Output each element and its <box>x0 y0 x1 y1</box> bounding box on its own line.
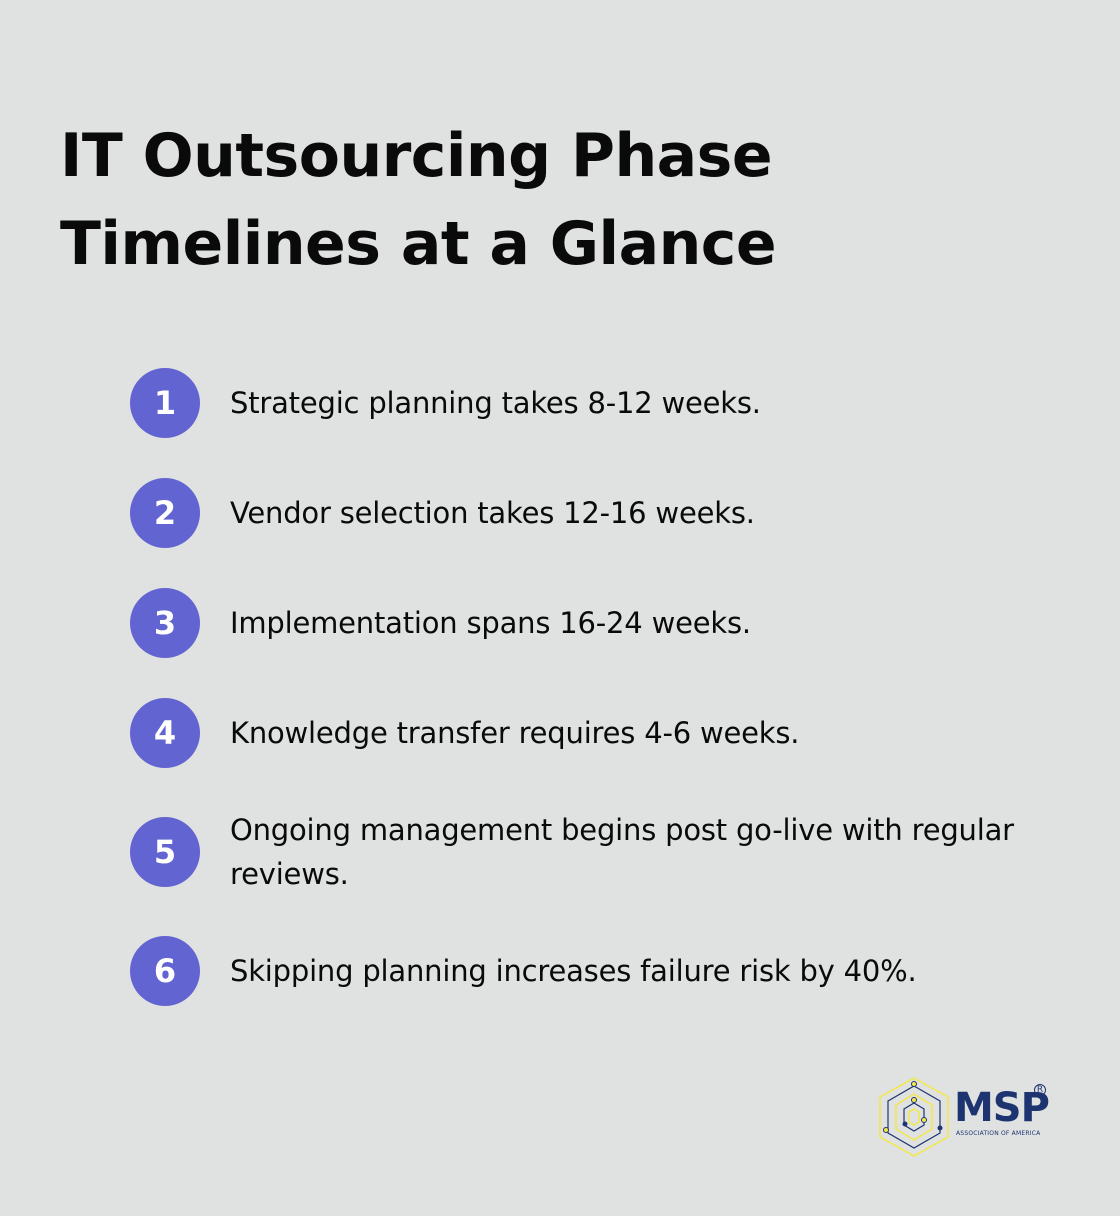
step-text: Vendor selection takes 12-16 weeks. <box>230 496 755 530</box>
list-item: 4 Knowledge transfer requires 4-6 weeks. <box>130 698 1090 768</box>
step-text: Knowledge transfer requires 4-6 weeks. <box>230 716 800 750</box>
msp-logo: MSP R ASSOCIATION OF AMERICA <box>878 1076 1053 1158</box>
registered-mark: R <box>1034 1084 1046 1096</box>
step-number-badge: 2 <box>130 478 200 548</box>
step-number-badge: 4 <box>130 698 200 768</box>
step-number-badge: 5 <box>130 817 200 887</box>
step-text: Implementation spans 16-24 weeks. <box>230 606 751 640</box>
list-item: 3 Implementation spans 16-24 weeks. <box>130 588 1090 658</box>
step-text: Strategic planning takes 8-12 weeks. <box>230 386 761 420</box>
list-item: 6 Skipping planning increases failure ri… <box>130 936 1090 1006</box>
page-title: IT Outsourcing Phase Timelines at a Glan… <box>60 121 777 279</box>
logo-subtitle: ASSOCIATION OF AMERICA <box>956 1130 1041 1137</box>
step-number-badge: 3 <box>130 588 200 658</box>
list-item: 2 Vendor selection takes 12-16 weeks. <box>130 478 1090 548</box>
step-number-badge: 1 <box>130 368 200 438</box>
list-item: 1 Strategic planning takes 8-12 weeks. <box>130 368 1090 438</box>
list-item: 5 Ongoing management begins post go-live… <box>130 808 1090 896</box>
step-text: Ongoing management begins post go-live w… <box>230 813 1014 891</box>
hexagon-circuit-icon <box>879 1077 949 1157</box>
step-text: Skipping planning increases failure risk… <box>230 954 917 988</box>
step-number-badge: 6 <box>130 936 200 1006</box>
logo-name: MSP <box>954 1085 1050 1131</box>
